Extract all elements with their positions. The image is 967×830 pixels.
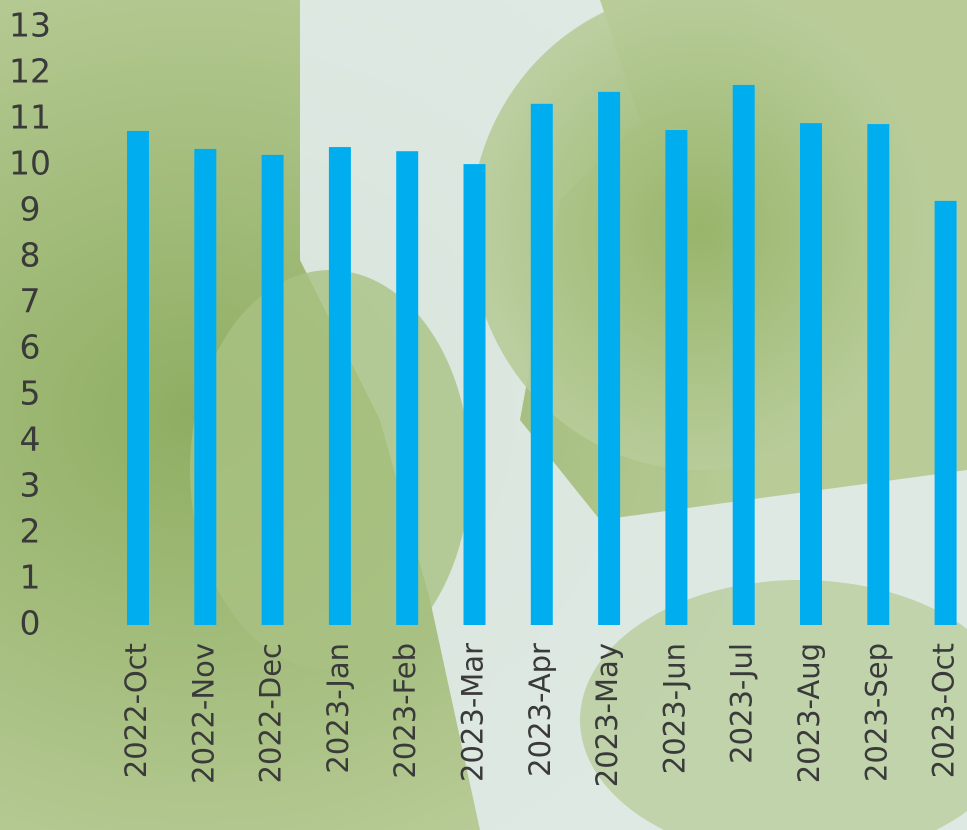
bar — [934, 200, 957, 625]
bar — [665, 130, 688, 626]
x-tick-label: 2022-Oct — [119, 643, 153, 778]
bar — [396, 151, 419, 625]
y-tick-label: 1 — [20, 558, 41, 597]
y-tick-label: 9 — [20, 190, 41, 229]
bar — [194, 148, 217, 625]
y-tick-label: 4 — [20, 420, 41, 459]
y-tick-label: 3 — [20, 466, 41, 505]
bar — [463, 164, 486, 625]
bar — [598, 91, 621, 626]
y-tick-label: 12 — [9, 52, 51, 91]
bar — [800, 123, 822, 625]
y-tick-label: 5 — [20, 374, 41, 413]
x-tick-label: 2023-Mar — [456, 643, 490, 782]
bar — [867, 124, 890, 625]
x-tick-label: 2023-Apr — [523, 643, 557, 777]
x-tick-label: 2023-Aug — [792, 643, 826, 783]
bar — [732, 84, 755, 625]
bar — [127, 130, 149, 625]
bar — [328, 147, 351, 625]
background-tree — [580, 580, 967, 830]
y-tick-label: 11 — [9, 98, 51, 137]
y-tick-label: 13 — [9, 6, 51, 45]
bar — [261, 154, 284, 625]
y-tick-label: 8 — [20, 236, 41, 275]
x-tick-label: 2023-Feb — [388, 643, 422, 779]
x-tick-label: 2022-Nov — [186, 643, 220, 784]
y-tick-label: 10 — [9, 144, 51, 183]
x-tick-label: 2022-Dec — [254, 643, 288, 783]
y-tick-label: 2 — [20, 512, 41, 551]
y-tick-label: 6 — [20, 328, 41, 367]
x-tick-label: 2023-Jul — [725, 643, 759, 764]
x-tick-label: 2023-Sep — [859, 643, 893, 782]
bar — [530, 103, 553, 625]
x-tick-label: 2023-Jun — [657, 643, 691, 774]
y-tick-label: 0 — [20, 604, 41, 643]
x-tick-label: 2023-Oct — [927, 643, 961, 778]
x-tick-label: 2023-Jan — [321, 643, 355, 774]
x-tick-label: 2023-May — [590, 643, 624, 787]
y-tick-label: 7 — [20, 282, 41, 321]
